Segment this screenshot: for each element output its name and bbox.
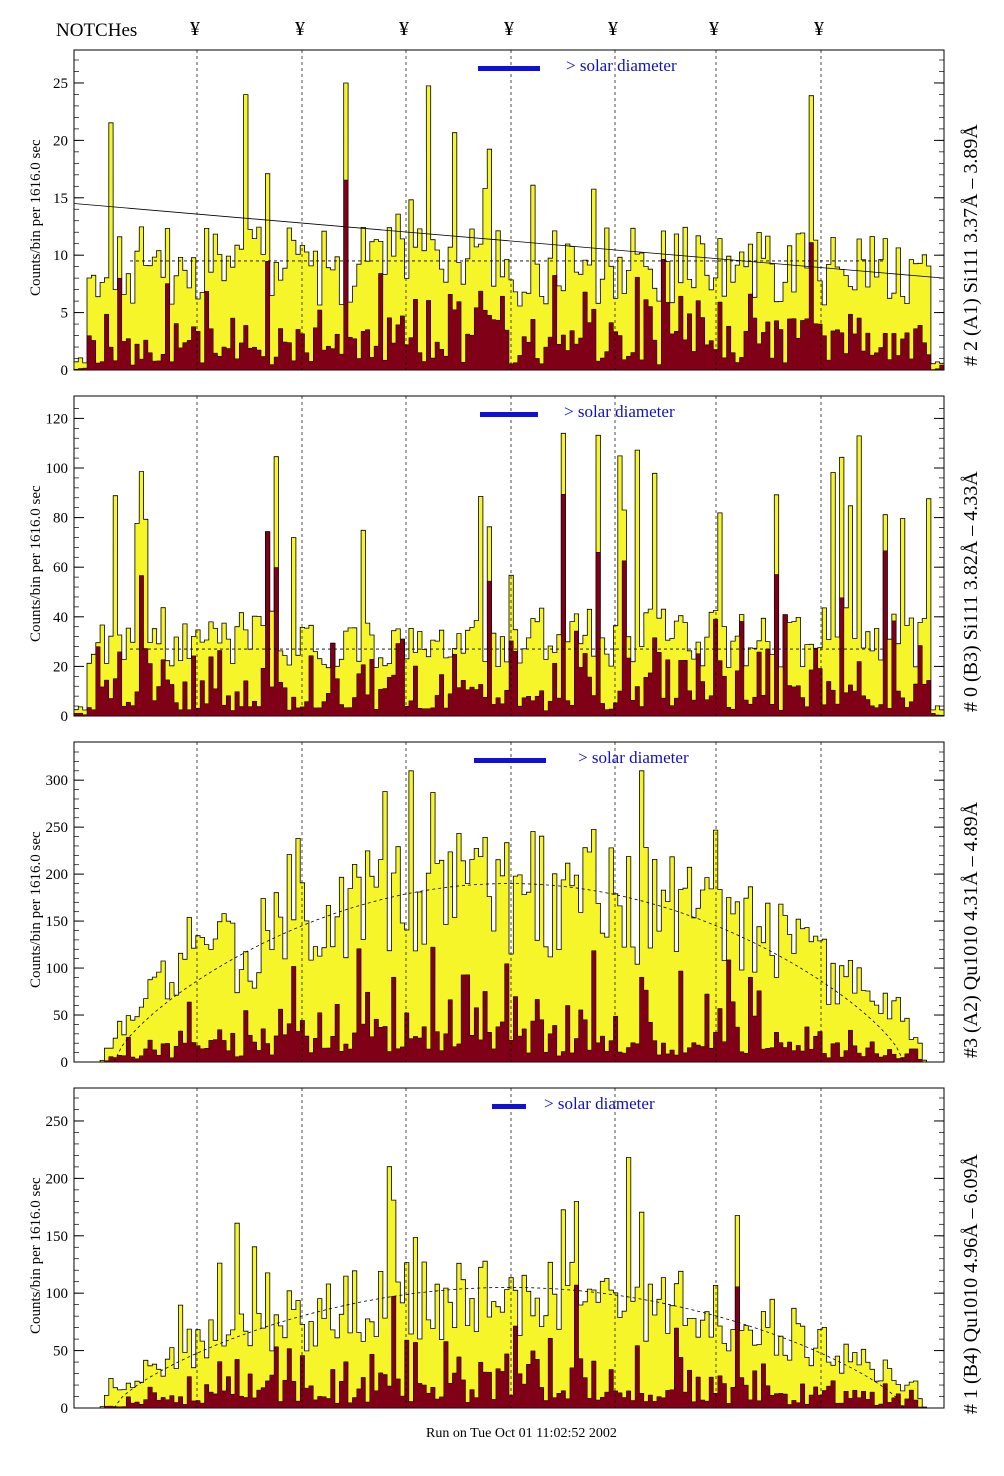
legend-swatch (480, 412, 538, 417)
y-tick-label: 150 (46, 914, 69, 930)
notch-marker: ¥ (295, 18, 305, 40)
y-tick-label: 100 (46, 461, 69, 477)
notch-marker: ¥ (709, 18, 719, 40)
low-energy-histogram (74, 946, 944, 1063)
panel-title: # 0 (B3) Si111 3.82Å – 4.33Å (960, 471, 982, 712)
y-tick-label: 20 (53, 133, 68, 149)
panel-title: # 1 (B4) Qu1010 4.96Å – 6.09Å (960, 1154, 982, 1414)
notches-title: NOTCHes (56, 20, 138, 41)
chart-svg-b4: 0 50 100 150 200 250 (46, 1087, 945, 1417)
y-axis-label: Counts/bin per 1616.0 sec (28, 139, 44, 296)
y-tick-label: 0 (61, 1055, 69, 1071)
y-tick-label: 150 (46, 1229, 69, 1245)
chart-panel-b3: 0 20 40 60 80 100 120 > solar diameter Counts/… (0, 392, 1004, 738)
y-tick-label: 200 (46, 867, 69, 883)
y-tick-label: 40 (53, 610, 68, 626)
legend-label: > solar diameter (544, 1094, 655, 1113)
y-tick-label: 200 (46, 1171, 69, 1187)
y-tick-label: 100 (46, 1286, 69, 1302)
low-energy-histogram (73, 494, 945, 717)
legend-swatch (474, 758, 546, 763)
y-tick-label: 50 (53, 1008, 68, 1024)
notch-marker: ¥ (814, 18, 824, 40)
mean-envelope-curve (113, 883, 905, 1063)
notch-header: NOTCHes ¥ ¥ ¥ ¥ ¥ ¥ ¥ (0, 0, 1004, 46)
total-counts-histogram (74, 1157, 944, 1409)
panel-title: #3 (A2) Qu1010 4.31Å – 4.89Å (960, 801, 982, 1058)
notch-marker: ¥ (190, 18, 200, 40)
background-trend-line (73, 203, 945, 279)
y-tick-label: 15 (53, 191, 68, 207)
legend-swatch (478, 66, 540, 71)
run-timestamp: Run on Tue Oct 01 11:02:52 2002 (426, 1426, 617, 1441)
mean-envelope-curve (113, 1286, 905, 1409)
chart-svg-a1: 0 5 10 15 20 25 (53, 49, 945, 379)
legend-label: > solar diameter (564, 402, 675, 421)
chart-panel-a1: 0 5 10 15 20 25 > solar diameter Counts/bin p… (0, 46, 1004, 392)
y-tick-label: 300 (46, 773, 69, 789)
y-tick-label: 120 (46, 411, 69, 427)
chart-svg-b3: 0 20 40 60 80 100 120 (46, 395, 945, 725)
y-tick-label: 250 (46, 820, 69, 836)
y-axis-label: Counts/bin per 1616.0 sec (28, 485, 44, 642)
y-tick-label: 25 (53, 76, 68, 92)
y-tick-label: 0 (61, 709, 69, 725)
chart-panel-b4: 0 50 100 150 200 250 > solar diameter Counts/… (0, 1084, 1004, 1430)
y-tick-label: 250 (46, 1114, 69, 1130)
legend-label: > solar diameter (578, 748, 689, 767)
y-tick-label: 5 (61, 306, 69, 322)
total-counts-histogram (73, 432, 945, 717)
chart-panel-a2: 0 50 100 150 200 250 300 > solar diameter Coun… (0, 738, 1004, 1084)
y-tick-label: 60 (53, 560, 68, 576)
notch-marker: ¥ (399, 18, 409, 40)
chart-svg-a2: 0 50 100 150 200 250 300 (46, 741, 945, 1071)
y-tick-label: 100 (46, 961, 69, 977)
legend-label: > solar diameter (566, 56, 677, 75)
low-energy-histogram (73, 179, 945, 371)
notch-marker: ¥ (504, 18, 514, 40)
notch-marker: ¥ (608, 18, 618, 40)
y-tick-label: 10 (53, 248, 68, 264)
low-energy-histogram (74, 1284, 944, 1409)
y-tick-label: 80 (53, 511, 68, 527)
panel-title: # 2 (A1) Si111 3.37Å – 3.89Å (960, 124, 982, 366)
y-tick-label: 0 (61, 1401, 69, 1417)
y-axis-label: Counts/bin per 1616.0 sec (28, 831, 44, 988)
y-tick-label: 50 (53, 1344, 68, 1360)
y-tick-label: 20 (53, 659, 68, 675)
y-axis-label: Counts/bin per 1616.0 sec (28, 1177, 44, 1334)
total-counts-histogram (73, 82, 945, 371)
y-tick-label: 0 (61, 363, 69, 379)
legend-swatch (492, 1104, 526, 1109)
